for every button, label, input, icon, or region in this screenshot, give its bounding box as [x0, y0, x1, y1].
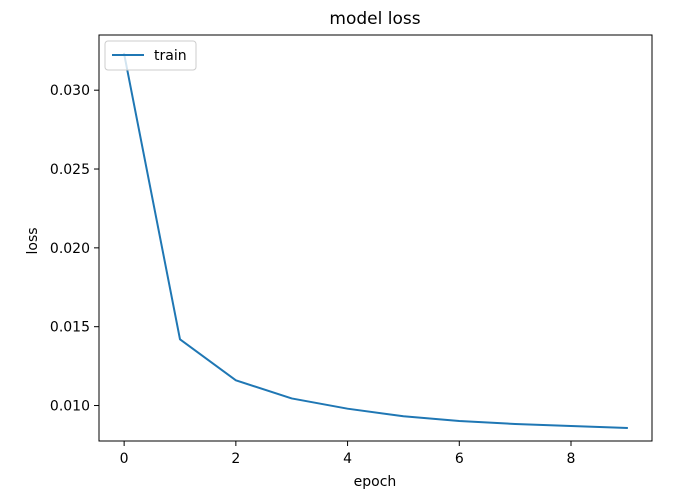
x-axis-label: epoch [354, 474, 397, 490]
x-tick-label: 6 [455, 451, 464, 467]
x-tick-label: 4 [343, 451, 352, 467]
chart-title: model loss [329, 9, 420, 29]
y-tick-label: 0.025 [50, 162, 90, 178]
y-tick-label: 0.020 [50, 241, 90, 257]
series-line-train [122, 52, 628, 429]
legend-box [104, 40, 197, 71]
y-tick-label: 0.010 [50, 399, 90, 415]
series-layer [122, 52, 628, 429]
y-tick-label: 0.030 [50, 83, 90, 99]
y-axis-ticks: 0.010 0.015 0.020 0.025 0.030 [50, 83, 99, 415]
x-tick-label: 0 [120, 451, 129, 467]
y-axis-label: loss [25, 227, 41, 254]
plot-frame [98, 34, 653, 442]
x-tick-label: 8 [567, 451, 576, 467]
x-axis-ticks: 0 2 4 6 8 [120, 441, 576, 467]
x-tick-label: 2 [231, 451, 240, 467]
y-tick-label: 0.015 [50, 320, 90, 336]
legend: train [104, 40, 197, 71]
legend-label: train [154, 48, 187, 64]
